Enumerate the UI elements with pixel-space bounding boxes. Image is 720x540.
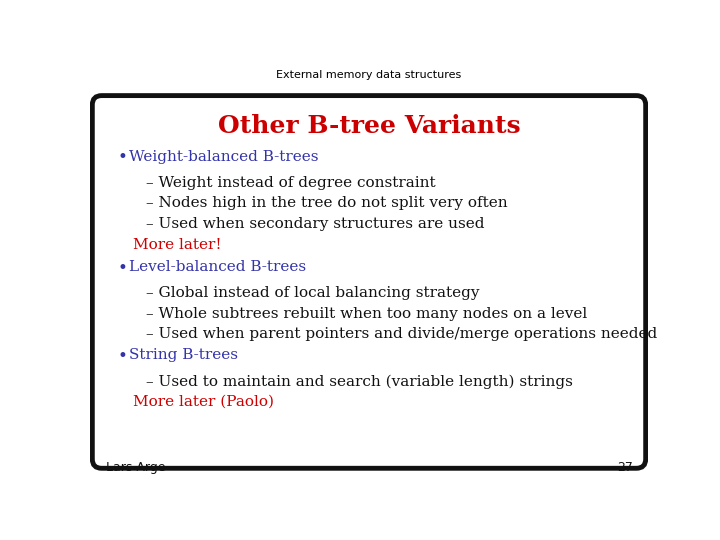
Text: More later!: More later! (132, 238, 221, 252)
Text: Level-balanced B-trees: Level-balanced B-trees (129, 260, 306, 274)
Text: – Whole subtrees rebuilt when too many nodes on a level: – Whole subtrees rebuilt when too many n… (145, 307, 587, 321)
Text: – Weight instead of degree constraint: – Weight instead of degree constraint (145, 176, 436, 190)
Text: •: • (118, 150, 127, 166)
Text: Lars Arge: Lars Arge (106, 462, 165, 475)
Text: More later (Paolo): More later (Paolo) (132, 395, 274, 409)
Text: •: • (118, 260, 127, 276)
Text: – Nodes high in the tree do not split very often: – Nodes high in the tree do not split ve… (145, 197, 508, 211)
Text: – Global instead of local balancing strategy: – Global instead of local balancing stra… (145, 286, 480, 300)
Text: – Used when secondary structures are used: – Used when secondary structures are use… (145, 217, 485, 231)
Text: – Used when parent pointers and divide/merge operations needed: – Used when parent pointers and divide/m… (145, 327, 657, 341)
Text: Other B-tree Variants: Other B-tree Variants (217, 114, 521, 138)
Text: – Used to maintain and search (variable length) strings: – Used to maintain and search (variable … (145, 374, 572, 389)
FancyBboxPatch shape (92, 96, 646, 468)
Text: 27: 27 (616, 462, 632, 475)
Text: External memory data structures: External memory data structures (276, 70, 462, 80)
Text: String B-trees: String B-trees (129, 348, 238, 362)
Text: •: • (118, 348, 127, 365)
Text: Weight-balanced B-trees: Weight-balanced B-trees (129, 150, 318, 164)
